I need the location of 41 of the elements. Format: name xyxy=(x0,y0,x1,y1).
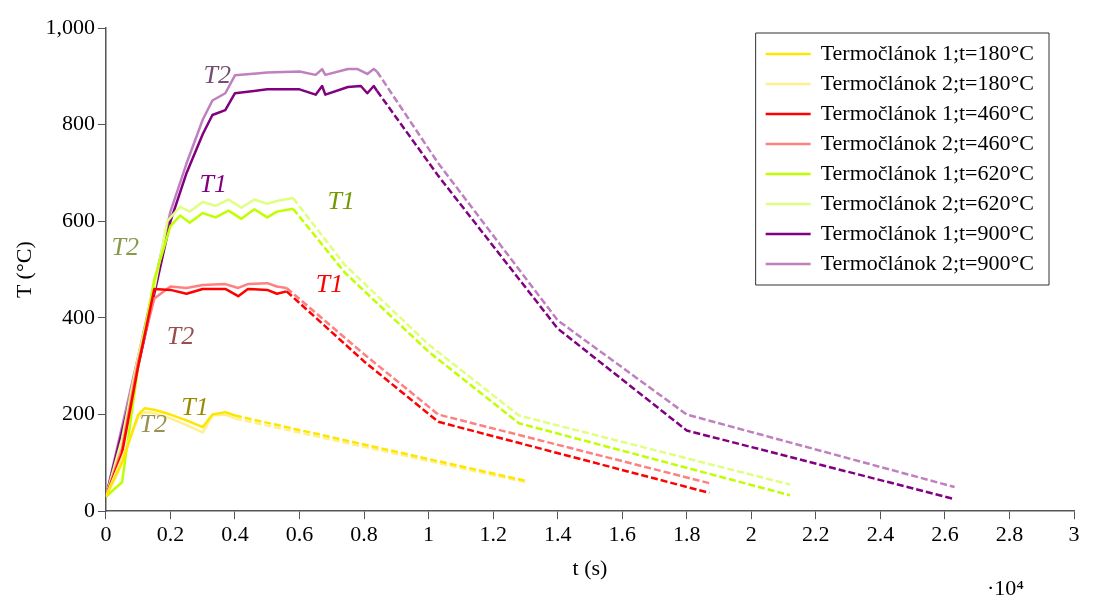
annotation: T1 xyxy=(181,392,209,422)
legend-label: Termočlánok 2;t=180°C xyxy=(820,69,1035,95)
x-tick-label: 2.8 xyxy=(995,521,1024,547)
x-axis-title: t (s) xyxy=(572,554,608,580)
y-tick-label: 800 xyxy=(61,110,95,136)
y-tick-label: 600 xyxy=(61,207,95,233)
legend-label: Termočlánok 1;t=460°C xyxy=(820,99,1035,125)
y-axis-title: T (°C) xyxy=(10,241,36,298)
y-tick-label: 0 xyxy=(83,496,95,522)
x-tick-label: 2 xyxy=(745,521,757,547)
x-tick-label: 1.4 xyxy=(543,521,572,547)
x-tick-label: 0 xyxy=(100,521,112,547)
annotation: T2 xyxy=(111,231,139,261)
legend-label: Termočlánok 2;t=900°C xyxy=(820,249,1035,275)
x-tick-label: 3 xyxy=(1068,521,1080,547)
legend-label: Termočlánok 2;t=460°C xyxy=(820,129,1035,155)
x-tick-label: 1.6 xyxy=(608,521,636,547)
y-tick-label: 1,000 xyxy=(45,13,95,39)
y-tick-label: 200 xyxy=(61,400,95,426)
x-tick-label: 2.4 xyxy=(866,521,895,547)
annotation: T2 xyxy=(139,409,168,439)
x-tick-label: 2.6 xyxy=(931,521,959,547)
annotation: T2 xyxy=(203,60,231,90)
x-tick-label: 1.2 xyxy=(479,521,507,547)
legend-label: Termočlánok 1;t=180°C xyxy=(820,39,1035,65)
annotation: T1 xyxy=(199,169,228,199)
x-tick-label: 0.6 xyxy=(285,521,314,547)
x-tick-label: 2.2 xyxy=(802,521,830,547)
x-tick-label: 1.8 xyxy=(673,521,701,547)
text: ·10⁴ xyxy=(987,574,1025,600)
legend-label: Termočlánok 2;t=620°C xyxy=(820,189,1035,215)
annotation: T2 xyxy=(166,321,195,351)
annotation: T1 xyxy=(315,269,344,299)
x-tick-label: 0.4 xyxy=(221,521,249,547)
annotation: T1 xyxy=(327,185,355,215)
legend-label: Termočlánok 1;t=900°C xyxy=(820,219,1035,245)
x-tick-label: 1 xyxy=(423,521,435,547)
y-tick-label: 400 xyxy=(61,303,95,329)
x-tick-label: 0.2 xyxy=(156,521,185,547)
x-tick-label: 0.8 xyxy=(350,521,378,547)
legend-label: Termočlánok 1;t=620°C xyxy=(820,159,1035,185)
